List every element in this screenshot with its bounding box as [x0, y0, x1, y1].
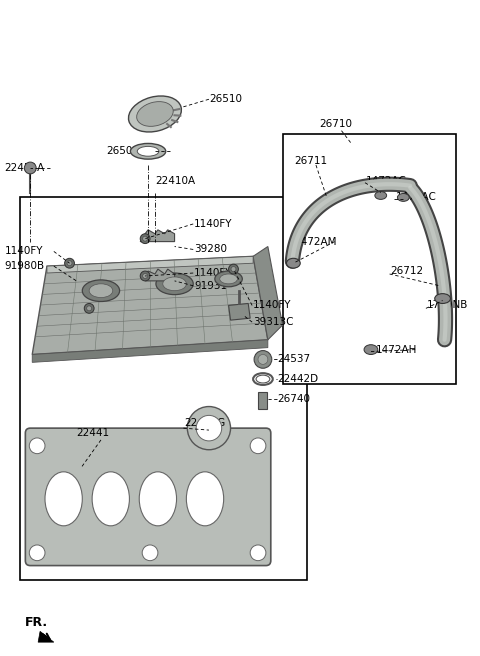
Ellipse shape: [215, 271, 242, 287]
Ellipse shape: [89, 284, 113, 298]
Circle shape: [140, 271, 150, 281]
Circle shape: [29, 438, 45, 454]
Ellipse shape: [397, 194, 409, 201]
Text: 22410A: 22410A: [155, 176, 195, 186]
Polygon shape: [140, 230, 175, 241]
Polygon shape: [38, 631, 54, 642]
Circle shape: [250, 438, 266, 454]
Text: 39313C: 39313C: [253, 317, 294, 327]
Ellipse shape: [92, 472, 130, 526]
Ellipse shape: [137, 146, 159, 156]
Text: 22442D: 22442D: [277, 374, 319, 384]
Text: FR.: FR.: [24, 616, 48, 629]
Ellipse shape: [156, 273, 193, 295]
Polygon shape: [228, 304, 250, 320]
Ellipse shape: [256, 375, 270, 383]
Circle shape: [143, 274, 147, 278]
Text: 1472AC: 1472AC: [366, 176, 407, 186]
Circle shape: [29, 545, 45, 561]
Ellipse shape: [375, 192, 386, 199]
Ellipse shape: [364, 344, 378, 354]
Circle shape: [231, 266, 236, 272]
Ellipse shape: [139, 472, 177, 526]
Ellipse shape: [131, 144, 166, 159]
Polygon shape: [253, 247, 283, 340]
Ellipse shape: [129, 96, 181, 132]
Text: 24537: 24537: [277, 354, 311, 365]
Text: 91980B: 91980B: [5, 261, 45, 271]
Text: 26711: 26711: [294, 156, 327, 166]
Polygon shape: [32, 340, 268, 362]
Text: 22441: 22441: [76, 428, 109, 438]
Ellipse shape: [45, 472, 82, 526]
Ellipse shape: [137, 102, 173, 127]
Ellipse shape: [287, 258, 300, 268]
Circle shape: [142, 545, 158, 561]
Text: 39280: 39280: [194, 245, 227, 255]
Polygon shape: [47, 256, 253, 273]
Text: 26502: 26502: [106, 146, 139, 156]
FancyBboxPatch shape: [25, 428, 271, 565]
Ellipse shape: [435, 294, 450, 304]
Circle shape: [250, 545, 266, 561]
Text: 1140FY: 1140FY: [194, 219, 233, 229]
Circle shape: [228, 264, 239, 274]
Text: 1799NB: 1799NB: [427, 300, 468, 310]
Circle shape: [140, 234, 150, 243]
Text: 91931: 91931: [194, 281, 228, 291]
Circle shape: [187, 407, 230, 450]
Circle shape: [65, 258, 74, 268]
Polygon shape: [145, 269, 175, 281]
Bar: [258, 392, 267, 409]
Circle shape: [84, 304, 94, 314]
Circle shape: [143, 236, 147, 241]
Ellipse shape: [220, 274, 238, 284]
Text: 1140FY: 1140FY: [253, 300, 292, 310]
Text: 22451A: 22451A: [5, 163, 45, 173]
Text: 1472AC: 1472AC: [396, 192, 436, 203]
Text: 1140FY: 1140FY: [5, 247, 43, 256]
Bar: [21, 197, 307, 581]
Ellipse shape: [163, 277, 186, 291]
Text: 26510: 26510: [209, 94, 242, 104]
Text: 1140FY: 1140FY: [194, 268, 233, 278]
Circle shape: [254, 350, 272, 368]
Circle shape: [87, 306, 92, 311]
Text: 26712: 26712: [391, 266, 424, 276]
Text: 26740: 26740: [277, 394, 311, 403]
Ellipse shape: [186, 472, 224, 526]
Bar: [283, 134, 456, 384]
Text: 1472AH: 1472AH: [376, 344, 417, 355]
Circle shape: [196, 415, 222, 441]
Circle shape: [67, 260, 72, 266]
Circle shape: [24, 162, 36, 174]
Text: 1472AM: 1472AM: [294, 237, 337, 247]
Circle shape: [258, 354, 268, 364]
Polygon shape: [32, 256, 268, 354]
Text: 22443G: 22443G: [184, 419, 226, 428]
Ellipse shape: [82, 280, 120, 302]
Text: 26710: 26710: [319, 119, 352, 129]
